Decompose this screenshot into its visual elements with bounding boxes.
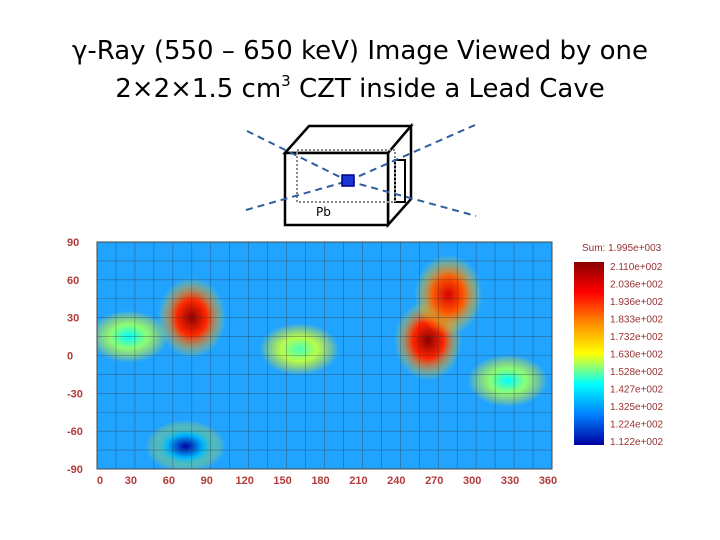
y-tick-label: -60 [67,426,83,438]
x-tick-label: 270 [425,475,443,487]
y-tick-label: 90 [67,237,79,249]
y-tick-label: 0 [67,351,73,363]
x-tick-label: 90 [201,475,213,487]
y-tick-label: 60 [67,275,79,287]
czt-detector [341,174,355,187]
coldspot-1 [145,420,226,469]
heatmap-plot: 0 30 60 90 120 150 180 210 240 270 300 330 360 90603… [67,237,557,487]
view-line-upper-left [246,130,349,182]
coldspot-3 [259,323,340,376]
colorbar-label: 1.936e+002 [610,297,664,308]
coldspot-4 [467,354,548,407]
y-tick-label: -30 [67,388,83,400]
x-tick-label: 30 [125,475,137,487]
colorbar-label: 2.036e+002 [610,280,664,291]
y-tick-label: -90 [67,464,83,476]
x-tick-label: 180 [311,475,329,487]
colorbar: Sum: 1.995e+003 2.110e+002 2.036e+002 1.93… [574,243,664,448]
colorbar-label: 2.110e+002 [610,262,663,273]
colorbar-labels: 2.110e+002 2.036e+002 1.936e+002 1.833e+002… [610,262,664,448]
lead-cave-diagram: Pb [245,122,477,229]
y-axis-ticks: 90 60 30 0 -30 -60 -90 [67,237,83,476]
x-tick-label: 60 [163,475,175,487]
colorbar-label: 1.833e+002 [610,315,664,326]
y-tick-label: 30 [67,313,79,325]
x-tick-label: 0 [97,475,103,487]
title-line-2-prefix: 2×2×1.5 cm [115,74,282,104]
colorbar-label: 1.427e+002 [610,385,664,396]
x-tick-label: 240 [387,475,405,487]
view-line-lower-left [245,180,349,211]
x-tick-label: 300 [463,475,481,487]
title-superscript: 3 [281,72,291,90]
x-tick-label: 330 [501,475,519,487]
hotspot-3 [414,254,483,335]
colorbar-label: 1.224e+002 [610,420,664,431]
heatmap-grid [97,242,552,469]
x-tick-label: 210 [349,475,367,487]
plot-frame [96,241,553,470]
colorbar-label: 1.732e+002 [610,332,664,343]
x-tick-label: 120 [235,475,253,487]
inner-cavity [296,149,396,203]
box-front-face [283,151,390,227]
title-line-2-suffix: CZT inside a Lead Cave [290,74,605,104]
x-axis-ticks: 0 30 60 90 120 150 180 210 240 270 300 330 360 [97,475,557,487]
x-tick-label: 150 [273,475,291,487]
x-tick-label: 360 [539,475,557,487]
colorbar-label: 1.122e+002 [610,437,664,448]
title-line-1: γ-Ray (550 – 650 keV) Image Viewed by on… [71,36,649,66]
title-line-2: 2×2×1.5 cm3 CZT inside a Lead Cave [0,71,720,107]
colorbar-header: Sum: 1.995e+003 [582,243,662,254]
pb-label: Pb [316,205,331,219]
colorbar-gradient [574,262,604,445]
colorbar-label: 1.630e+002 [610,350,664,361]
view-line-lower-right [347,180,477,217]
colorbar-label: 1.528e+002 [610,367,664,378]
colorbar-label: 1.325e+002 [610,402,664,413]
